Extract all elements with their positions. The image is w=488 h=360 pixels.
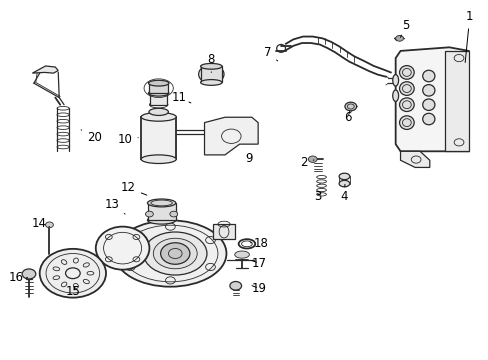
Text: 18: 18	[250, 237, 268, 250]
Text: 19: 19	[251, 282, 266, 295]
Ellipse shape	[141, 113, 176, 121]
Text: 16: 16	[9, 271, 27, 284]
Ellipse shape	[96, 226, 149, 270]
Circle shape	[22, 269, 36, 279]
Text: 15: 15	[65, 285, 80, 298]
Circle shape	[229, 282, 241, 290]
Bar	[141, 117, 176, 159]
Ellipse shape	[202, 67, 220, 81]
Ellipse shape	[147, 216, 175, 224]
Text: 10: 10	[117, 133, 138, 146]
Text: 6: 6	[344, 111, 351, 124]
Text: 20: 20	[81, 130, 102, 144]
Ellipse shape	[422, 113, 434, 125]
Circle shape	[308, 156, 317, 162]
Circle shape	[395, 36, 403, 41]
Ellipse shape	[338, 173, 349, 180]
Ellipse shape	[114, 220, 226, 287]
Bar	[150, 93, 167, 105]
Text: 17: 17	[251, 257, 266, 270]
Text: 11: 11	[171, 91, 190, 104]
Ellipse shape	[148, 80, 168, 86]
Text: 2: 2	[300, 156, 313, 169]
Ellipse shape	[198, 65, 224, 84]
Ellipse shape	[399, 82, 413, 95]
Ellipse shape	[422, 85, 434, 96]
Ellipse shape	[399, 98, 413, 112]
Bar	[148, 203, 176, 220]
Polygon shape	[395, 47, 468, 151]
Ellipse shape	[392, 75, 398, 86]
Circle shape	[40, 249, 106, 298]
Text: 5: 5	[400, 19, 408, 37]
Bar	[200, 66, 222, 82]
Polygon shape	[445, 51, 468, 151]
Circle shape	[169, 211, 177, 217]
Polygon shape	[204, 117, 258, 155]
Ellipse shape	[141, 155, 176, 163]
Ellipse shape	[234, 251, 249, 258]
Polygon shape	[32, 66, 58, 73]
Ellipse shape	[149, 108, 168, 116]
Circle shape	[344, 102, 356, 111]
Text: 14: 14	[31, 217, 49, 230]
Ellipse shape	[148, 90, 168, 96]
Text: 4: 4	[340, 184, 347, 203]
Ellipse shape	[143, 232, 206, 275]
Ellipse shape	[147, 199, 175, 207]
Text: 9: 9	[245, 152, 253, 165]
Text: 13: 13	[104, 198, 125, 214]
Text: 1: 1	[464, 10, 472, 63]
Text: 12: 12	[121, 181, 146, 195]
Text: 8: 8	[207, 53, 215, 72]
Ellipse shape	[200, 80, 222, 85]
Ellipse shape	[153, 238, 197, 269]
Ellipse shape	[338, 180, 349, 187]
Ellipse shape	[422, 99, 434, 111]
Circle shape	[145, 211, 153, 217]
Text: 3: 3	[313, 184, 321, 203]
Ellipse shape	[200, 63, 222, 69]
Ellipse shape	[399, 66, 413, 79]
Ellipse shape	[422, 70, 434, 82]
Text: 7: 7	[264, 46, 277, 61]
Ellipse shape	[392, 90, 398, 102]
Bar	[212, 224, 234, 239]
Ellipse shape	[399, 116, 413, 130]
Circle shape	[160, 243, 189, 264]
Circle shape	[45, 222, 53, 228]
Bar	[149, 83, 168, 93]
Polygon shape	[400, 151, 429, 167]
